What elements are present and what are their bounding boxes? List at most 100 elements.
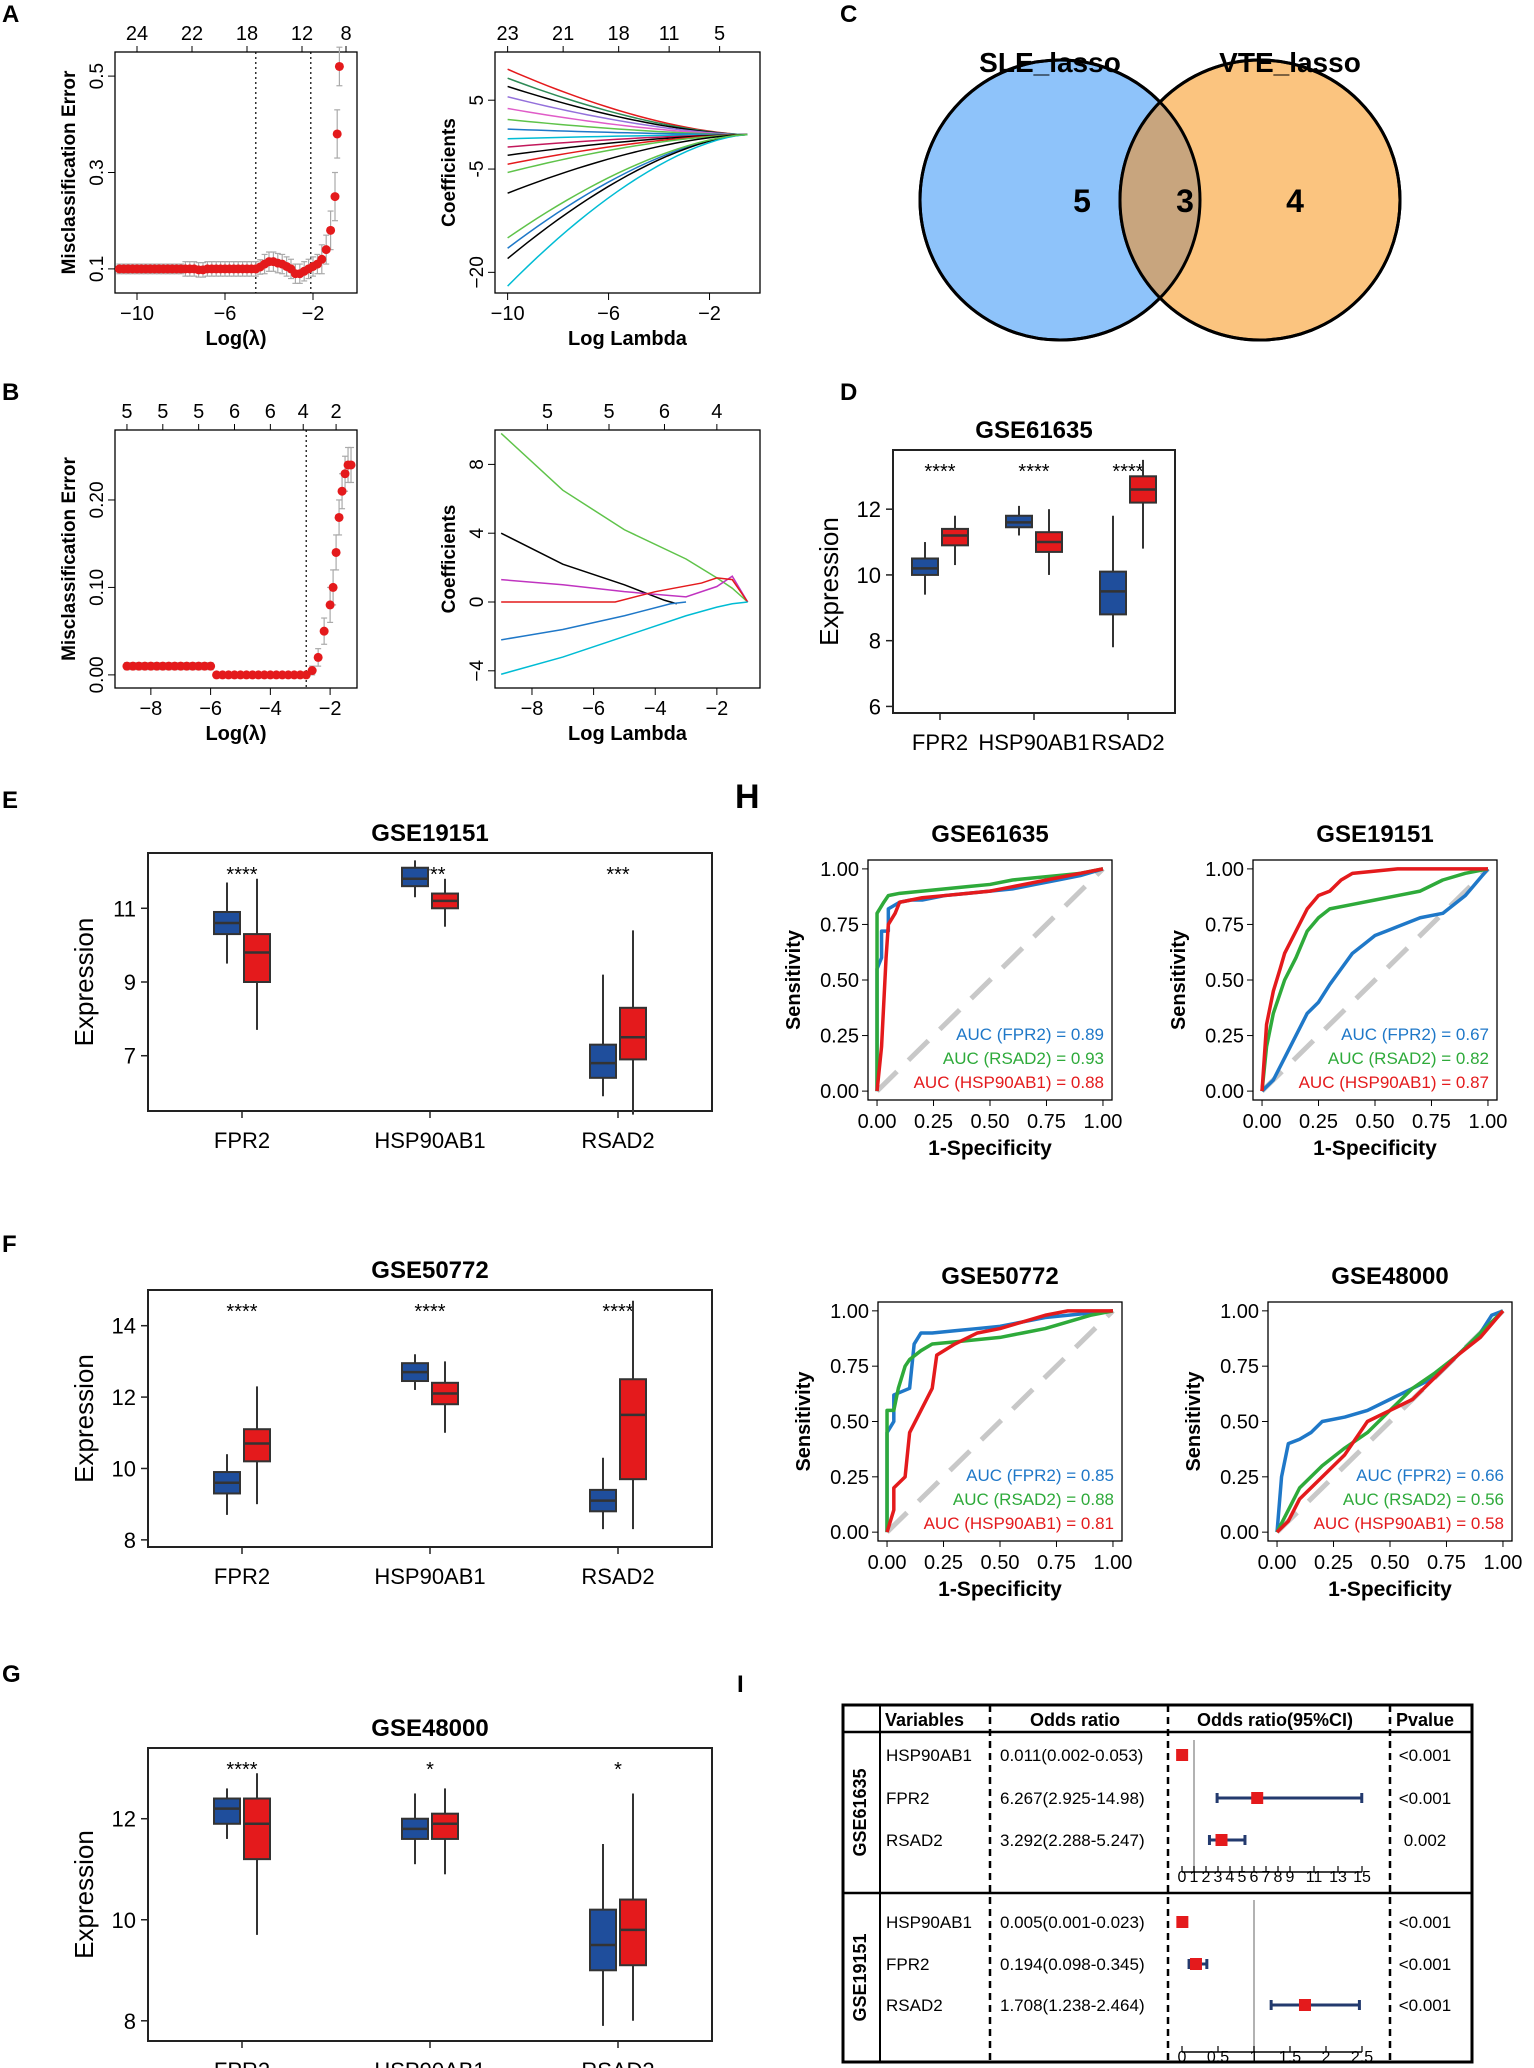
x-tick-label: 0.50 (981, 1552, 1020, 1574)
significance-label: * (426, 1759, 434, 1781)
significance-label: **** (1018, 461, 1049, 483)
panel-letter-a: A (2, 1, 19, 28)
x-axis-label: 1-Specificity (1328, 1578, 1452, 1601)
x-tick-label: 0.50 (1371, 1552, 1410, 1574)
y-tick-label: 10 (857, 563, 881, 588)
x-tick-label: 0.25 (924, 1552, 963, 1574)
plot-frame (147, 1747, 713, 2042)
data-point (340, 469, 350, 479)
y-tick-label: 0.75 (820, 914, 859, 936)
y-tick-label: 10 (112, 1456, 136, 1481)
roc-curve (875, 867, 1104, 1092)
panel-c-venn-diagram: SLE_lasso VTE_lasso 5 3 4 (918, 47, 1402, 342)
row-variable: RSAD2 (886, 1996, 943, 2015)
y-tick-label: 1.00 (1205, 859, 1244, 881)
y-axis-label: Sensitivity (793, 1371, 815, 1472)
coefficient-path (507, 85, 748, 136)
plot-frame (147, 852, 713, 1112)
x-axis-label: 1-Specificity (1313, 1137, 1437, 1160)
box-body (619, 1378, 647, 1481)
x-axis-label: 1-Specificity (938, 1578, 1062, 1601)
venn-outline-left (918, 58, 1202, 342)
chart-title: GSE19151 (371, 820, 488, 847)
plot-frame (494, 51, 761, 294)
y-tick-label: 12 (857, 497, 881, 522)
box-body (243, 933, 271, 983)
auc-legend-label: AUC (RSAD2) = 0.56 (1343, 1490, 1504, 1509)
row-variable: HSP90AB1 (886, 1746, 972, 1765)
row-variable: RSAD2 (886, 1831, 943, 1850)
data-point (321, 245, 331, 255)
data-point (337, 486, 347, 496)
forest-axis-label: 5 (1238, 1869, 1247, 1886)
group-label: GSE19151 (850, 1933, 870, 2021)
forest-axis-label: 13 (1329, 1869, 1347, 1886)
forest-axis-label: 11 (1306, 1869, 1323, 1886)
top-tick-label: 21 (552, 23, 574, 45)
row-pvalue: <0.001 (1399, 1955, 1451, 1974)
venn-set-label-right: VTE_lasso (1219, 47, 1361, 78)
x-tick-label: RSAD2 (1091, 730, 1164, 755)
table-header: Variables (885, 1710, 964, 1730)
diagonal-reference (875, 867, 1105, 1093)
box-body (243, 1797, 271, 1861)
forest-axis-label: 3 (1214, 1869, 1223, 1886)
x-tick-label: HSP90AB1 (374, 1564, 485, 1589)
coefficient-path (507, 133, 748, 249)
panel-h-roc-gse50772: GSE50772 0.00 0.00 0.25 0.25 0.50 0.50 0.75 0.75… (793, 1263, 1132, 1601)
forest-axis-label: 8 (1274, 1869, 1283, 1886)
significance-label: * (614, 1759, 622, 1781)
forest-axis-label: 0 (1178, 1869, 1187, 1886)
diagonal-reference (1275, 1309, 1505, 1534)
top-tick-label: 18 (608, 23, 630, 45)
row-variable: HSP90AB1 (886, 1913, 972, 1932)
data-point (331, 547, 341, 557)
row-odds-ratio: 6.267(2.925-14.98) (1000, 1789, 1145, 1808)
y-tick-label: −20 (467, 256, 488, 288)
top-tick-label: 5 (157, 401, 168, 423)
venn-outline-right (1118, 58, 1402, 342)
y-tick-label: 0.00 (87, 656, 108, 693)
y-tick-label: 12 (112, 1807, 136, 1832)
x-tick-label: FPR2 (214, 2058, 270, 2068)
y-tick-label: 0.50 (830, 1412, 869, 1434)
panel-g-boxplot: GSE48000 8 10 12 Expression FPR2 **** HSP90AB1 *… (69, 1715, 713, 2068)
data-point (334, 61, 344, 71)
y-tick-label: 1.00 (820, 859, 859, 881)
panel-b-cv-error-plot: −8 −6 −4 −20.000.100.205 5 5 6 6 4 2Log(λ)Misclas… (59, 401, 358, 745)
top-tick-label: 11 (659, 23, 680, 45)
coefficient-path (501, 575, 749, 603)
x-tick-label: FPR2 (214, 1564, 270, 1589)
auc-legend-label: AUC (RSAD2) = 0.82 (1328, 1049, 1489, 1068)
diagonal-reference (885, 1309, 1115, 1534)
table-frame (841, 1703, 1474, 2064)
row-pvalue: <0.001 (1399, 1996, 1451, 2015)
panel-a-coefficient-path-plot: −10 −6 −2 −20 -5 5 23 21 18 11 5 Log Lambda Coeffici… (439, 23, 761, 350)
panel-i-forest-table: Variables Odds ratio Odds ratio(95%CI) Pval… (841, 1703, 1474, 2066)
coefficient-path (507, 133, 748, 260)
data-point (317, 254, 327, 264)
panel-letter-d: D (840, 379, 857, 406)
data-point (330, 192, 340, 202)
x-axis-label: Log Lambda (568, 328, 688, 350)
x-tick-label: 0.00 (858, 1111, 897, 1133)
plot-frame (494, 429, 761, 689)
x-tick-label: 0.25 (1314, 1552, 1353, 1574)
chart-title: GSE61635 (931, 821, 1048, 848)
y-tick-label: 0.75 (830, 1356, 869, 1378)
coefficient-path (507, 68, 748, 136)
coefficient-path (507, 133, 748, 174)
row-variable: FPR2 (886, 1955, 929, 1974)
y-tick-label: 0.50 (1220, 1412, 1259, 1434)
x-tick-label: RSAD2 (581, 1564, 654, 1589)
panel-a-cv-error-plot: −10 −6 −2 0.1 0.3 0.5 24 22 18 12 8 Log(λ) Misclassi… (59, 23, 358, 350)
x-tick-label: 0.75 (1027, 1111, 1066, 1133)
significance-label: **** (602, 1301, 633, 1323)
top-tick-label: 5 (603, 401, 614, 423)
y-tick-label: 0.25 (820, 1026, 859, 1048)
auc-legend-label: AUC (FPR2) = 0.89 (956, 1025, 1104, 1044)
chart-title: GSE19151 (1316, 821, 1433, 848)
box-body (1099, 570, 1127, 616)
top-tick-label: 6 (229, 401, 240, 423)
significance-label: **** (924, 461, 955, 483)
